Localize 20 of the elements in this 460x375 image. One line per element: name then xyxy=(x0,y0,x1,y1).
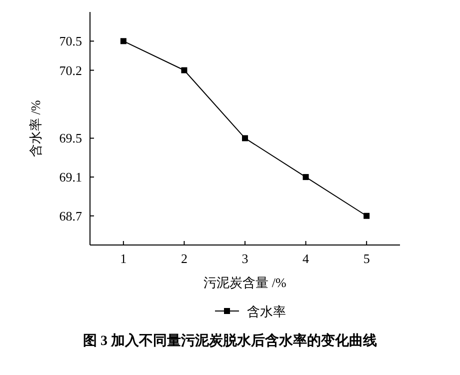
x-tick-label: 1 xyxy=(120,251,127,266)
point xyxy=(181,67,188,74)
point xyxy=(364,212,370,219)
legend: 含水率 xyxy=(214,304,286,319)
y-axis-title: 含水率 /% xyxy=(28,100,43,157)
x-tick-label: 5 xyxy=(363,251,370,266)
point xyxy=(120,38,126,44)
point xyxy=(242,135,248,142)
point xyxy=(302,174,309,180)
x-tick-label: 2 xyxy=(180,251,188,266)
x-tick-label: 3 xyxy=(242,251,248,266)
y-tick-label: 69.5 xyxy=(59,130,82,146)
x-axis-title: 污泥炭含量 /% xyxy=(204,275,287,290)
y-tick-label: 68.7 xyxy=(59,208,82,224)
y-tick-label: 70.5 xyxy=(59,34,82,49)
y-tick-label: 70.2 xyxy=(59,62,82,78)
legend-label: 含水率 xyxy=(247,304,286,319)
text: 图 3 加入不同量污泥炭脱水后含水率的变化曲线 xyxy=(83,332,377,349)
x-tick-label: 4 xyxy=(302,251,310,266)
y-tick-label: 69.1 xyxy=(59,170,82,185)
